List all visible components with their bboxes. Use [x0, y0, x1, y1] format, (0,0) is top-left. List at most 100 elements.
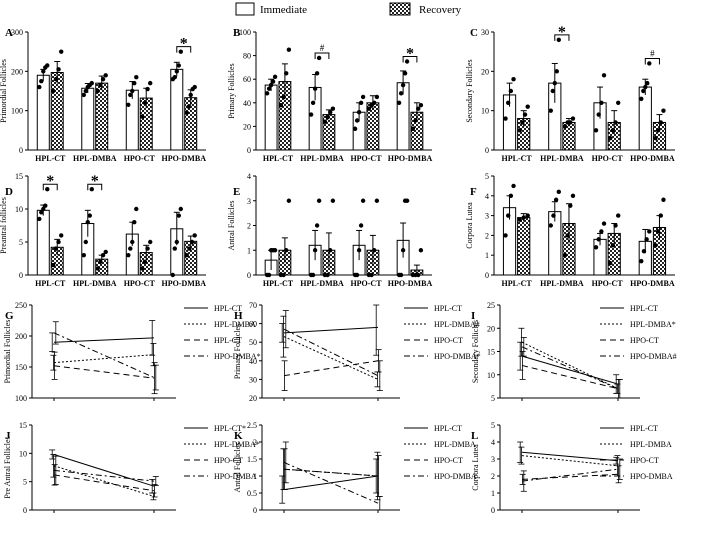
data-point: [56, 239, 61, 245]
data-point: [548, 108, 553, 113]
data-point: [644, 237, 649, 242]
data-point: [404, 59, 410, 64]
y-tick-label: 10: [19, 449, 27, 458]
data-point: [272, 74, 278, 80]
data-point: [503, 233, 508, 238]
legend-label: HPL-DMBA#: [434, 320, 480, 329]
panel-label: B: [233, 27, 241, 39]
significance-marker: *: [558, 24, 566, 41]
data-point: [653, 243, 658, 248]
x-tick-label: HPO-CT: [592, 154, 624, 163]
x-tick-label: HPO-CT: [592, 279, 624, 288]
x-tick-label: HPO-CT: [124, 279, 156, 288]
data-point: [608, 260, 613, 266]
series-line: [53, 474, 155, 492]
data-point: [314, 223, 320, 228]
data-point: [599, 229, 604, 234]
y-tick-label: 5: [491, 421, 495, 430]
legend-label: HPL-CT: [434, 304, 462, 313]
data-point: [188, 92, 193, 98]
legend-label: HPO-CT: [434, 456, 463, 465]
data-point: [264, 91, 270, 96]
data-point: [98, 82, 103, 88]
data-point: [358, 100, 364, 106]
data-point: [176, 213, 181, 218]
y-tick-label: 3: [247, 197, 251, 206]
data-point: [278, 102, 284, 108]
y-tick-label: 60: [243, 75, 251, 84]
x-tick-label: HPL-CT: [263, 279, 294, 288]
data-point: [330, 198, 336, 203]
panel-label: C: [470, 27, 478, 39]
data-point: [596, 112, 601, 117]
bar-immediate: [81, 87, 95, 151]
y-tick-label: 15: [15, 172, 23, 181]
y-tick-label: 200: [11, 67, 23, 76]
y-tick-label: 5: [485, 172, 489, 181]
data-point: [356, 110, 362, 115]
data-point: [132, 80, 137, 86]
y-tick-label: 3: [491, 455, 495, 464]
significance-marker: #: [320, 43, 325, 53]
y-tick-label: 0: [23, 506, 27, 515]
data-point: [172, 246, 177, 251]
series-line: [283, 336, 379, 380]
y-tick-label: 80: [243, 52, 251, 61]
series-line: [53, 465, 155, 497]
y-axis-title: Preantral follicles: [0, 197, 8, 254]
panel-L: 0 1 2 3 4 5 Corpora Lutea L HPL-CT HPL-DMBA HPO-CT…: [471, 421, 673, 515]
data-point: [59, 49, 64, 54]
data-point: [145, 246, 150, 251]
y-tick-label: 30: [481, 28, 489, 37]
data-point: [645, 80, 650, 86]
data-point: [599, 100, 604, 106]
data-point: [360, 198, 366, 203]
data-point: [51, 88, 56, 94]
series-line: [521, 341, 619, 390]
y-tick-label: 150: [15, 363, 27, 372]
data-point: [522, 112, 528, 117]
x-tick-label: HPL-DMBA: [73, 154, 117, 163]
x-tick-label: HPO-DMBA: [162, 154, 207, 163]
significance-bracket: [42, 183, 58, 191]
data-point: [266, 272, 272, 278]
data-point: [39, 210, 44, 215]
data-point: [593, 128, 599, 133]
legend-label: HPL-CT: [214, 304, 242, 313]
data-point: [103, 73, 108, 78]
y-tick-label: 40: [249, 357, 257, 366]
series-line: [53, 332, 155, 378]
data-point: [148, 239, 153, 245]
legend-label: HPL-DMBA: [630, 440, 672, 449]
y-axis-title: Secondary Follicles: [471, 320, 480, 383]
data-point: [53, 77, 59, 82]
legend-label: HPO-CT: [434, 336, 463, 345]
data-point: [43, 203, 48, 208]
data-point: [568, 120, 573, 125]
data-point: [647, 61, 652, 66]
series-line: [521, 455, 619, 467]
x-tick-label: HPL-DMBA: [300, 279, 344, 288]
x-tick-label: HPL-DMBA: [540, 154, 584, 163]
data-point: [41, 69, 46, 74]
y-tick-label: 2: [485, 231, 489, 240]
y-tick-label: 0: [491, 506, 495, 515]
data-point: [398, 272, 404, 278]
data-point: [325, 114, 330, 120]
data-point: [517, 217, 522, 222]
y-tick-label: 4: [485, 192, 489, 201]
data-point: [643, 84, 648, 90]
data-point: [316, 55, 322, 61]
data-point: [140, 114, 145, 119]
legend-recovery-label: Recovery: [419, 4, 462, 16]
data-point: [562, 253, 568, 258]
x-tick-label: HPO-CT: [350, 279, 382, 288]
data-point: [95, 88, 100, 94]
data-point: [639, 96, 644, 102]
panel-label: D: [5, 186, 13, 198]
data-point: [639, 258, 644, 264]
x-tick-label: HPL-DMBA: [73, 279, 117, 288]
panel-C: 0 10 20 30 Secondary Follicles C HPL-CT HPL-DMB…: [465, 24, 675, 163]
